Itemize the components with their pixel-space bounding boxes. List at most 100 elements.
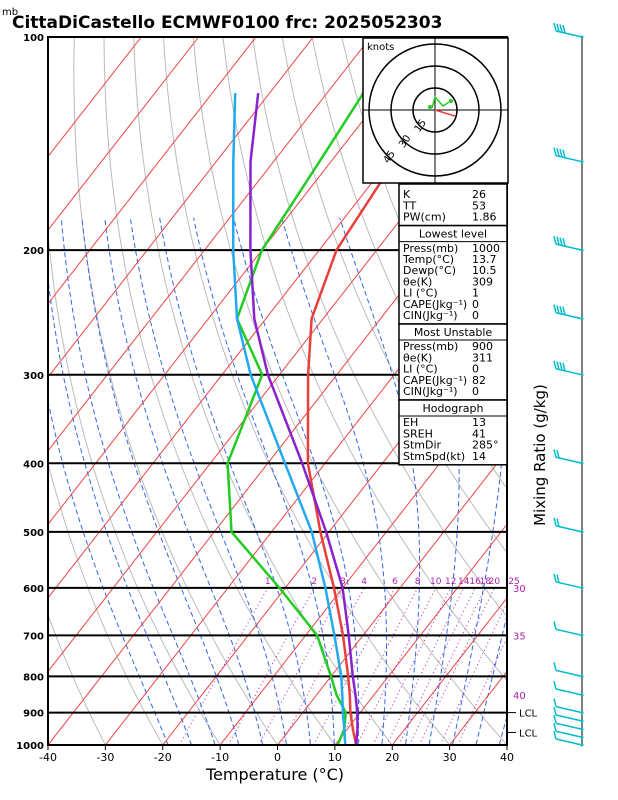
- hodo-trace: [431, 95, 450, 109]
- barb-flag: [553, 706, 557, 716]
- mixing-ratio-line: [313, 587, 396, 745]
- pressure-tick-label: 700: [23, 631, 44, 642]
- wind-barb: [553, 680, 584, 697]
- isotherm: [104, 229, 507, 745]
- x-tick-label: 0: [274, 751, 281, 764]
- dry-adiabat: [162, 37, 451, 745]
- mixing-ratio-label: 4: [361, 577, 367, 587]
- barb-shaft: [555, 456, 583, 464]
- isotherm: [391, 597, 507, 745]
- isotherm: [48, 37, 314, 379]
- barb-flag: [556, 518, 560, 527]
- barb-dot: [580, 711, 584, 715]
- barb-shaft: [555, 525, 583, 533]
- lowest-level-value: 13.7: [472, 253, 497, 266]
- indices-top-label: K: [403, 188, 411, 201]
- barb-shaft: [555, 154, 583, 163]
- barb-dot: [580, 674, 584, 678]
- dry-adiabat: [48, 461, 164, 745]
- barb-flag: [559, 305, 563, 315]
- lowest-level-label: Press(mb): [403, 242, 458, 255]
- barb-flag: [559, 362, 563, 371]
- barb-dot: [580, 586, 584, 590]
- barb-flag: [553, 730, 557, 740]
- mixing-ratio-axis-label: Mixing Ratio (g/kg): [531, 384, 549, 526]
- barb-shaft: [555, 30, 583, 38]
- dry-adiabat: [48, 613, 106, 745]
- hodograph-stats-value: 41: [472, 427, 486, 440]
- isotherm: [48, 37, 142, 158]
- barb-flag: [553, 715, 557, 724]
- x-tick-label: 40: [500, 751, 514, 764]
- right-side-label: 30: [513, 584, 526, 595]
- indices-top-value: 26: [472, 188, 486, 201]
- most-unstable-label: θe(K): [403, 351, 432, 364]
- right-side-label: LCL: [519, 728, 538, 739]
- x-tick-label: 20: [385, 751, 399, 764]
- barb-flag: [556, 236, 560, 246]
- dry-adiabat: [103, 37, 336, 745]
- wind-barb: [553, 22, 584, 39]
- wind-barb: [553, 573, 584, 590]
- mixing-ratio-line: [227, 587, 315, 745]
- hodograph-stats-label: StmSpd(kt): [403, 450, 465, 463]
- barb-dot: [580, 160, 584, 164]
- barb-flag: [553, 22, 557, 32]
- barb-flag: [553, 517, 557, 527]
- lowest-level-value: 0: [472, 309, 479, 322]
- x-tick-label: 10: [328, 751, 342, 764]
- barb-flag: [553, 304, 557, 313]
- barb-dot: [580, 719, 584, 723]
- barb-shaft: [555, 581, 583, 589]
- barb-flag: [556, 23, 560, 32]
- mixing-ratio-label: 6: [392, 577, 398, 587]
- barb-shaft: [555, 368, 583, 376]
- most-unstable-value: 82: [472, 374, 486, 387]
- barb-flag: [562, 306, 566, 316]
- mixing-ratio-line: [178, 587, 269, 745]
- most-unstable-value: 311: [472, 351, 493, 364]
- barb-shaft: [555, 243, 583, 251]
- wind-barb: [553, 723, 584, 739]
- barb-flag: [556, 574, 560, 583]
- moist-adiabat: [48, 398, 169, 745]
- hodograph-stats-value: 13: [472, 416, 486, 429]
- barb-shaft: [555, 669, 583, 678]
- hodograph-stats-label: StmDir: [403, 439, 442, 452]
- isotherm: [48, 155, 507, 745]
- mixing-ratio-label: 1: [265, 577, 271, 587]
- isotherm: [48, 37, 200, 231]
- isotherm: [48, 37, 429, 526]
- pressure-tick-label: 800: [23, 672, 44, 683]
- indices-top-value: 1.86: [472, 211, 497, 224]
- pressure-tick-label: 100: [23, 33, 44, 44]
- wind-barb: [553, 706, 584, 723]
- pressure-tick-label: 900: [23, 709, 44, 720]
- wind-barb: [553, 662, 584, 678]
- most-unstable-label: LI (°C): [403, 363, 438, 376]
- lowest-level-label: Temp(°C): [402, 253, 454, 266]
- hodo-marker: [428, 105, 432, 109]
- lowest-level-title: Lowest level: [419, 228, 487, 241]
- barb-shaft: [555, 705, 583, 714]
- most-unstable-value: 0: [472, 385, 479, 398]
- moist-adiabat: [104, 217, 264, 745]
- mixing-ratio-label: 3: [340, 577, 346, 587]
- barb-shaft: [555, 688, 583, 696]
- barb-shaft: [555, 714, 583, 722]
- moist-adiabat: [129, 217, 288, 745]
- barb-dot: [580, 633, 584, 637]
- barb-flag: [556, 361, 560, 370]
- mixing-ratio-label: 16: [469, 577, 481, 587]
- hodograph-stats-title: Hodograph: [423, 402, 484, 415]
- temperature-profile: [306, 37, 470, 745]
- lowest-level-value: 10.5: [472, 264, 497, 277]
- barb-dot: [580, 743, 584, 747]
- barb-shaft: [555, 730, 583, 738]
- unit-label: mb: [2, 7, 18, 18]
- pressure-tick-label: 300: [23, 371, 44, 382]
- barb-flag: [553, 573, 557, 583]
- dry-adiabat: [252, 37, 507, 618]
- moist-adiabat: [60, 217, 216, 745]
